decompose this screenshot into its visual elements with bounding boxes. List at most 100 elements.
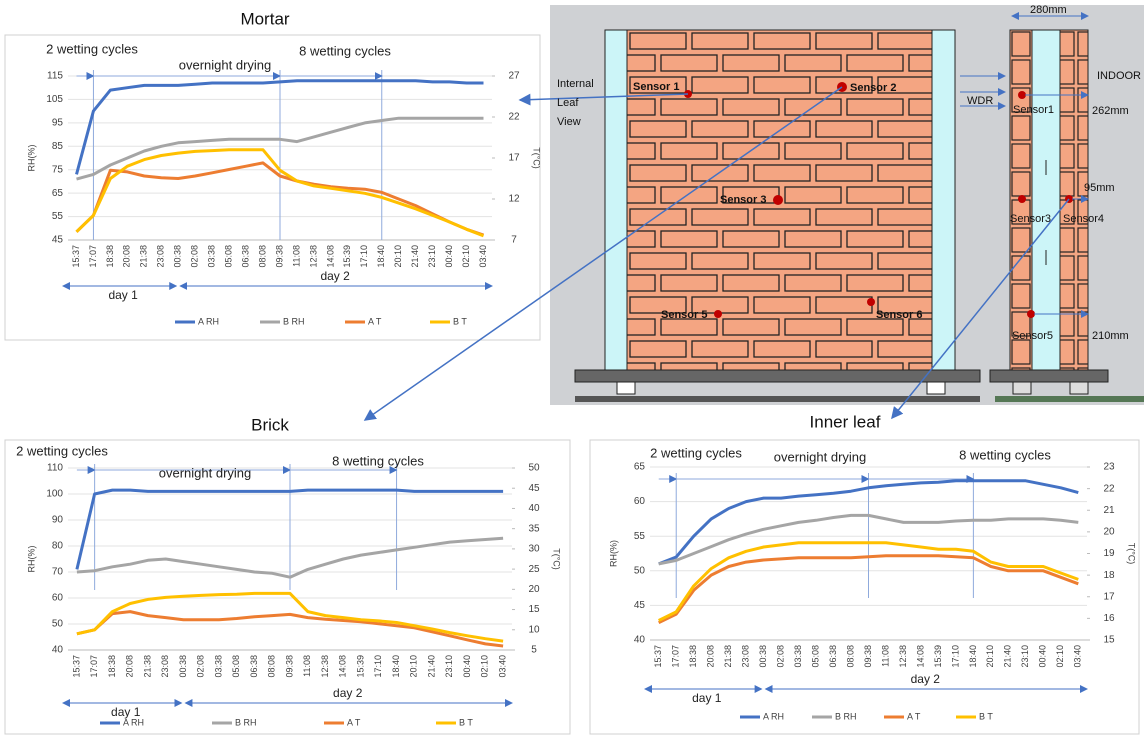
y2-tick-label: 22 [508, 112, 520, 123]
x-tick-label: 23:08 [160, 655, 170, 678]
x-tick-label: 00:38 [758, 645, 768, 668]
x-tick-label: 11:08 [302, 655, 312, 677]
x-tick-label: 03:40 [1073, 645, 1083, 668]
legend-label: B RH [835, 711, 857, 721]
x-tick-label: 15:39 [342, 245, 352, 268]
x-tick-label: 23:10 [444, 655, 454, 678]
y2-tick-label: 7 [511, 235, 517, 246]
sensor-label: Sensor 1 [633, 81, 679, 93]
x-tick-label: 08:08 [845, 645, 855, 668]
annotation: overnight drying [179, 57, 272, 72]
y2-tick-label: 35 [528, 523, 540, 534]
series-line [658, 479, 1079, 566]
x-tick-label: 08:08 [267, 655, 277, 678]
x-tick-label: 20:10 [393, 245, 403, 268]
y-tick-label: 55 [52, 211, 64, 222]
x-tick-label: 17:10 [373, 655, 383, 678]
chart-frame [4, 34, 541, 341]
x-tick-label: 11:08 [880, 645, 890, 667]
x-tick-label: 03:38 [213, 655, 223, 678]
legend-label: B T [979, 711, 993, 721]
y2-tick-label: 22 [1103, 483, 1115, 494]
day-label: day 1 [692, 691, 722, 705]
x-tick-label: 00:38 [173, 245, 183, 268]
x-tick-label: 03:40 [497, 655, 507, 678]
x-tick-label: 21:38 [723, 645, 733, 668]
series-line [658, 513, 1079, 566]
x-tick-label: 23:10 [427, 245, 437, 268]
x-tick-label: 20:08 [125, 655, 135, 678]
y-tick-label: 40 [634, 635, 646, 646]
legend-label: A RH [123, 717, 144, 727]
section-label: 262mm [1092, 105, 1129, 117]
x-tick-label: 15:37 [71, 245, 81, 268]
y-tick-label: 105 [46, 94, 63, 105]
y2-tick-label: 27 [508, 71, 520, 82]
series-line [76, 536, 504, 579]
section-label: Sensor4 [1063, 213, 1104, 225]
x-tick-label: 00:40 [1038, 645, 1048, 668]
x-tick-label: 18:40 [968, 645, 978, 668]
y2-axis-label: T(°C) [532, 147, 542, 169]
x-tick-label: 06:38 [240, 245, 250, 268]
section-label: 95mm [1084, 182, 1115, 194]
sensor-label: Sensor 3 [720, 194, 766, 206]
y-tick-label: 60 [52, 593, 64, 604]
diagram-label: Internal [557, 78, 594, 90]
y2-tick-label: 12 [508, 194, 520, 205]
x-tick-label: 05:08 [231, 655, 241, 678]
y-axis-label: RH(%) [608, 540, 618, 567]
x-tick-label: 05:08 [810, 645, 820, 668]
y-tick-label: 90 [52, 515, 64, 526]
x-tick-label: 00:40 [462, 655, 472, 678]
y-tick-label: 60 [634, 496, 646, 507]
x-tick-label: 00:38 [178, 655, 188, 678]
y-tick-label: 80 [52, 541, 64, 552]
diagram-labels: Internal Leaf View Sensor 1 Sensor 2 Sen… [557, 4, 1141, 342]
legend-label: A T [907, 711, 921, 721]
y2-tick-label: 15 [1103, 635, 1115, 646]
y-tick-label: 65 [52, 188, 64, 199]
x-tick-label: 03:38 [793, 645, 803, 668]
x-tick-label: 15:37 [71, 655, 81, 678]
x-tick-label: 23:08 [741, 645, 751, 668]
y-tick-label: 50 [52, 619, 64, 630]
x-tick-label: 03:38 [207, 245, 217, 268]
chart-title: Brick [251, 415, 289, 434]
link-arrows [363, 86, 1070, 421]
y-tick-label: 55 [634, 531, 646, 542]
x-tick-label: 06:38 [249, 655, 259, 678]
y2-tick-label: 50 [528, 463, 540, 474]
y2-tick-label: 17 [1103, 591, 1115, 602]
x-tick-label: 02:10 [1055, 645, 1065, 668]
y2-tick-label: 17 [508, 153, 520, 164]
x-tick-label: 09:38 [284, 655, 294, 678]
y-tick-label: 70 [52, 567, 64, 578]
y2-axis-label: T(°C) [552, 548, 562, 570]
series-line [658, 554, 1079, 625]
y2-tick-label: 40 [528, 503, 540, 514]
y-axis-label: RH(%) [26, 546, 36, 573]
x-tick-label: 06:38 [828, 645, 838, 668]
x-tick-label: 18:38 [107, 655, 117, 678]
legend-label: B RH [235, 717, 257, 727]
x-tick-label: 00:40 [444, 245, 454, 268]
annotation: 8 wetting cycles [299, 43, 391, 58]
chart-frame [589, 439, 1140, 735]
sensor-label: Sensor 5 [661, 309, 707, 321]
x-tick-label: 18:40 [376, 245, 386, 268]
series-line [75, 79, 484, 175]
section-label: Sensor3 [1010, 213, 1051, 225]
annotation: overnight drying [159, 465, 252, 480]
y-tick-label: 45 [634, 600, 646, 611]
x-tick-label: 11:08 [291, 245, 301, 267]
x-tick-label: 02:10 [480, 655, 490, 678]
y-tick-label: 110 [47, 463, 63, 474]
x-tick-label: 17:10 [359, 245, 369, 268]
x-tick-label: 12:38 [308, 245, 318, 268]
x-tick-label: 18:38 [105, 245, 115, 268]
section-label: 280mm [1030, 4, 1067, 16]
x-tick-label: 14:08 [325, 245, 335, 268]
y-tick-label: 65 [634, 462, 646, 473]
sensor-label: Sensor 6 [876, 309, 922, 321]
